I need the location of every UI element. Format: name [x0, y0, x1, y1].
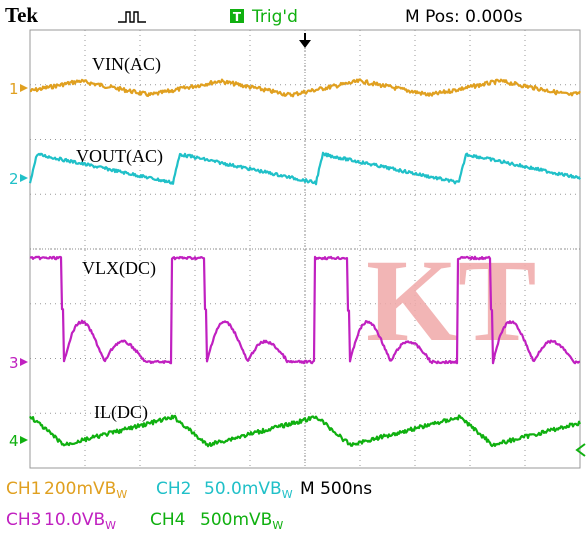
trigger-icon: T	[233, 10, 242, 24]
waveform-label: IL(DC)	[94, 402, 148, 423]
channel-marker: 3	[9, 354, 19, 372]
graticule	[29, 29, 581, 469]
status-channel: CH2	[156, 479, 191, 499]
channel-marker: 4	[9, 432, 19, 450]
watermark: KT	[366, 235, 537, 366]
status-scale: 10.0VBW	[44, 510, 116, 532]
status-channel: CH3	[6, 510, 41, 530]
trigger-level-marker	[575, 443, 586, 457]
status-channel: CH4	[150, 510, 185, 530]
trigger-icon-box	[230, 9, 244, 23]
status-scale: 50.0mVBW	[204, 479, 293, 501]
status-scale: 500mVBW	[200, 510, 283, 532]
channel-marker: 1	[9, 80, 19, 98]
status-scale: 200mVBW	[44, 479, 127, 501]
trigger-state: Trig'd	[251, 7, 298, 27]
brand: Tek	[5, 3, 38, 27]
waveform-label: VOUT(AC)	[76, 146, 163, 167]
trigger-position-marker	[299, 33, 311, 48]
waveform-label: VLX(DC)	[82, 258, 156, 279]
status-channel: CH1	[6, 479, 41, 499]
waveform	[28, 151, 581, 186]
waveform	[29, 255, 581, 365]
waveform-label: VIN(AC)	[92, 54, 161, 75]
channel-arrow	[20, 174, 28, 182]
acquire-icon	[118, 11, 146, 23]
channel-arrow	[20, 358, 28, 366]
waveform	[29, 78, 581, 98]
position: M Pos: 0.000s	[405, 7, 523, 27]
waveform	[29, 414, 582, 448]
timebase: M 500ns	[300, 479, 372, 499]
channel-marker: 2	[9, 170, 19, 188]
channel-arrow	[20, 84, 28, 92]
channel-arrow	[20, 436, 28, 444]
waveforms	[28, 78, 582, 448]
